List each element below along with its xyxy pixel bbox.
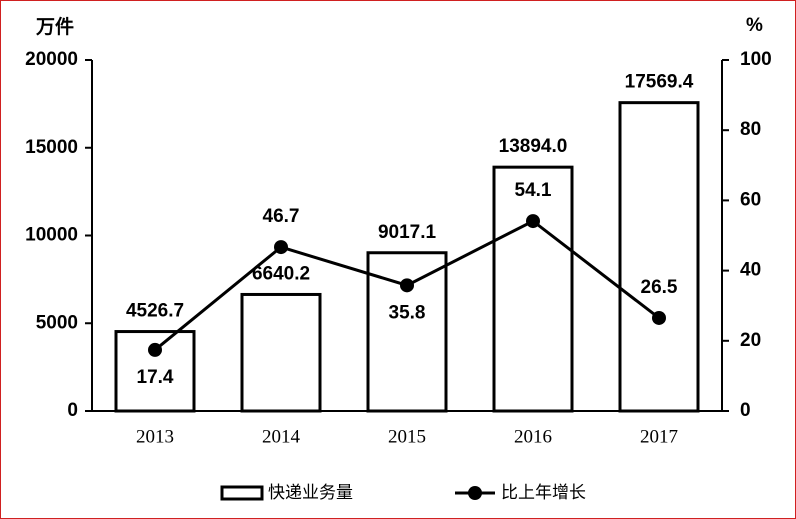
line-value-label: 26.5 bbox=[641, 277, 678, 298]
line-value-label: 46.7 bbox=[263, 206, 300, 227]
bar-value-label: 17569.4 bbox=[625, 72, 694, 93]
y-tick-label: 5000 bbox=[36, 312, 78, 333]
y-axis-label: 万件 bbox=[35, 15, 74, 38]
y-tick-label: 15000 bbox=[25, 137, 78, 158]
bar-value-label: 9017.1 bbox=[378, 222, 437, 243]
line-value-label: 54.1 bbox=[515, 180, 552, 201]
x-tick-label: 2017 bbox=[640, 426, 678, 447]
bar-value-label: 4526.7 bbox=[126, 301, 184, 322]
legend-marker bbox=[468, 486, 482, 500]
y2-tick-label: 80 bbox=[740, 119, 761, 140]
y-tick-label: 10000 bbox=[25, 225, 78, 246]
line-point bbox=[400, 278, 414, 293]
legend-label: 比上年增长 bbox=[501, 483, 586, 503]
line-point bbox=[274, 240, 288, 255]
bar bbox=[618, 101, 700, 413]
x-tick-label: 2015 bbox=[388, 426, 426, 447]
line-value-label: 35.8 bbox=[389, 302, 426, 323]
y-tick-label: 0 bbox=[67, 400, 78, 421]
x-tick-label: 2014 bbox=[262, 426, 301, 447]
legend-swatch bbox=[220, 485, 264, 501]
bar bbox=[366, 251, 448, 413]
line-point bbox=[652, 310, 666, 325]
line-point bbox=[148, 342, 162, 357]
bar-value-label: 6640.2 bbox=[252, 263, 310, 284]
line-value-label: 17.4 bbox=[137, 367, 174, 388]
line-point bbox=[526, 214, 540, 229]
y2-tick-label: 100 bbox=[740, 49, 772, 70]
y2-axis-label: % bbox=[746, 15, 763, 36]
y-tick-label: 20000 bbox=[25, 49, 78, 70]
y2-tick-label: 0 bbox=[740, 400, 751, 421]
legend-label: 快递业务量 bbox=[268, 483, 353, 503]
bar bbox=[240, 292, 322, 413]
x-tick-label: 2016 bbox=[514, 426, 552, 447]
bar-value-label: 13894.0 bbox=[499, 136, 568, 157]
bar bbox=[492, 165, 574, 413]
x-tick-label: 2013 bbox=[136, 426, 174, 447]
y2-tick-label: 60 bbox=[740, 189, 761, 210]
y2-tick-label: 20 bbox=[740, 330, 761, 351]
y2-tick-label: 40 bbox=[740, 260, 761, 281]
